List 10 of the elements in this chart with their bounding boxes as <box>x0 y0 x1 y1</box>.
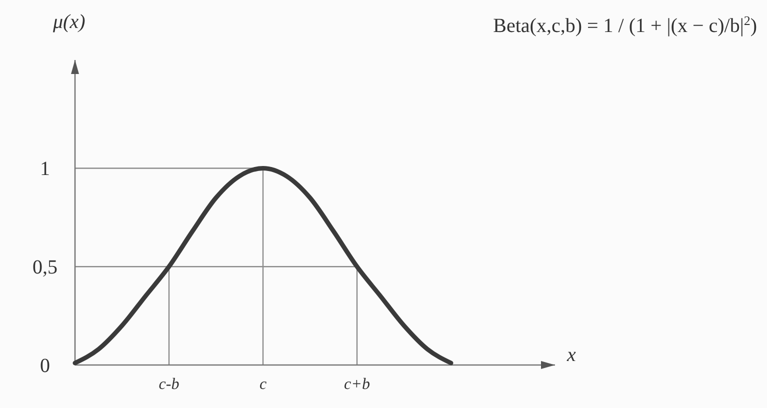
x-tick-label: c+b <box>344 376 370 393</box>
x-tick-label: c <box>259 376 267 393</box>
y-axis-title: μ(x) <box>52 11 86 33</box>
x-tick-label: c-b <box>158 376 180 393</box>
x-axis-title: x <box>566 344 576 366</box>
y-tick-label: 0 <box>40 355 50 377</box>
line-series <box>72 166 454 366</box>
text: Beta(x,c,b) = 1 / (1 + |(x − c)/b|$^{2}$) <box>493 12 757 37</box>
y-tick-label: 0,5 <box>32 256 58 279</box>
y-tick-label: 1 <box>40 158 50 180</box>
